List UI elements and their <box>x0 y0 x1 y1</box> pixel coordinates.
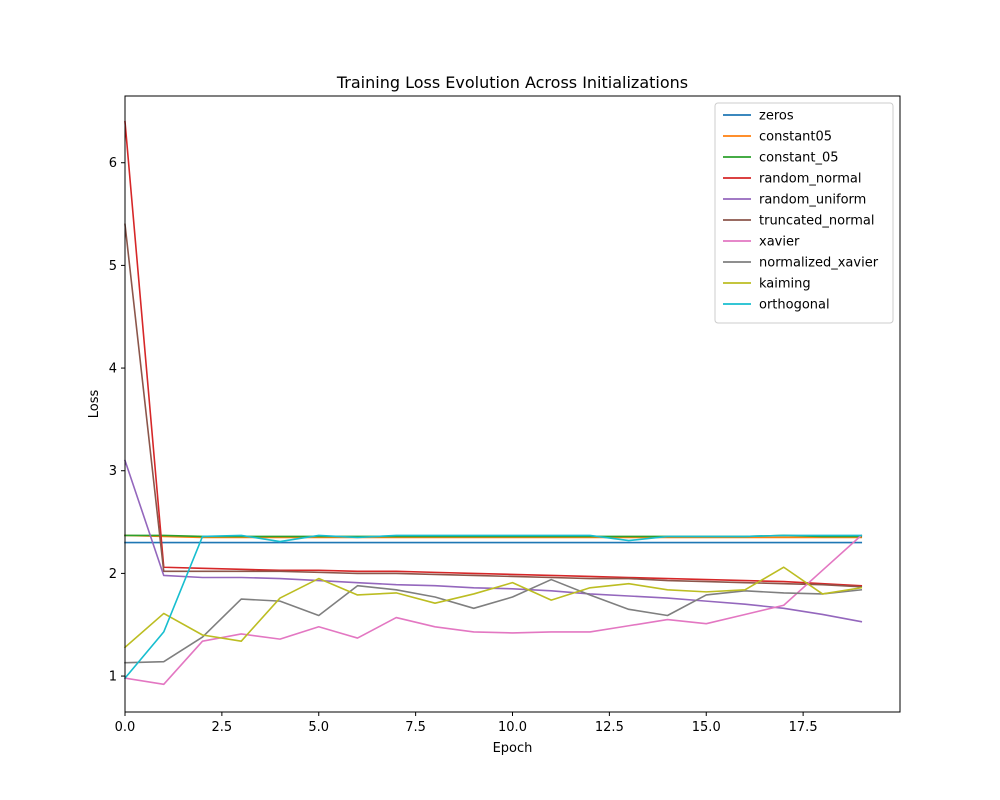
legend-label: xavier <box>759 235 800 250</box>
legend-box <box>714 102 894 324</box>
y-axis-ticks: 1 2 3 4 5 6 <box>109 156 125 685</box>
legend: zeros constant05 constant_05 random_normalr… <box>714 102 894 324</box>
y-axis-label: Loss <box>87 390 102 419</box>
y-tick-label: 5 <box>109 259 117 274</box>
series-line-kaiming <box>123 566 863 649</box>
legend-label: constant05 <box>759 130 832 145</box>
plot-lines <box>123 120 863 686</box>
series-line-truncated-normal <box>124 223 863 588</box>
series-line-random-normal <box>124 120 863 587</box>
x-tick-label: 7.5 <box>405 720 426 735</box>
x-tick-label: 0.0 <box>115 720 136 735</box>
x-tick-label: 2.5 <box>212 720 233 735</box>
series-line-constant05 <box>124 534 863 539</box>
legend-label: truncated_normal <box>759 214 874 229</box>
x-tick-label: 15.0 <box>692 720 721 735</box>
series-line-normalized-xavier <box>124 578 863 664</box>
y-tick-label: 6 <box>109 156 117 171</box>
legend-label: kaiming <box>759 277 811 292</box>
x-tick-label: 12.5 <box>595 720 624 735</box>
x-axis-ticks: 0.0 2.5 5.0 7.5 10.0 12.5 15.0 17.5 <box>115 712 818 735</box>
y-tick-label: 1 <box>109 670 117 685</box>
legend-label: random_uniform <box>759 193 866 208</box>
x-tick-label: 10.0 <box>498 720 527 735</box>
y-tick-label: 4 <box>109 362 117 377</box>
legend-label: random_normal <box>759 172 861 187</box>
legend-label: zeros <box>759 109 794 124</box>
x-axis-label: Epoch <box>493 741 533 756</box>
legend-label: orthogonal <box>759 298 830 313</box>
y-tick-label: 3 <box>109 464 117 479</box>
series-line-orthogonal <box>123 534 863 680</box>
series-line-random-uniform <box>123 459 863 623</box>
y-tick-label: 2 <box>109 567 117 582</box>
x-tick-label: 17.5 <box>789 720 818 735</box>
x-tick-label: 5.0 <box>308 720 329 735</box>
chart-title: Training Loss Evolution Across Initializ… <box>336 73 688 92</box>
legend-label: normalized_xavier <box>759 256 879 271</box>
legend-label: constant_05 <box>759 151 839 166</box>
series-line-xavier <box>124 534 863 686</box>
